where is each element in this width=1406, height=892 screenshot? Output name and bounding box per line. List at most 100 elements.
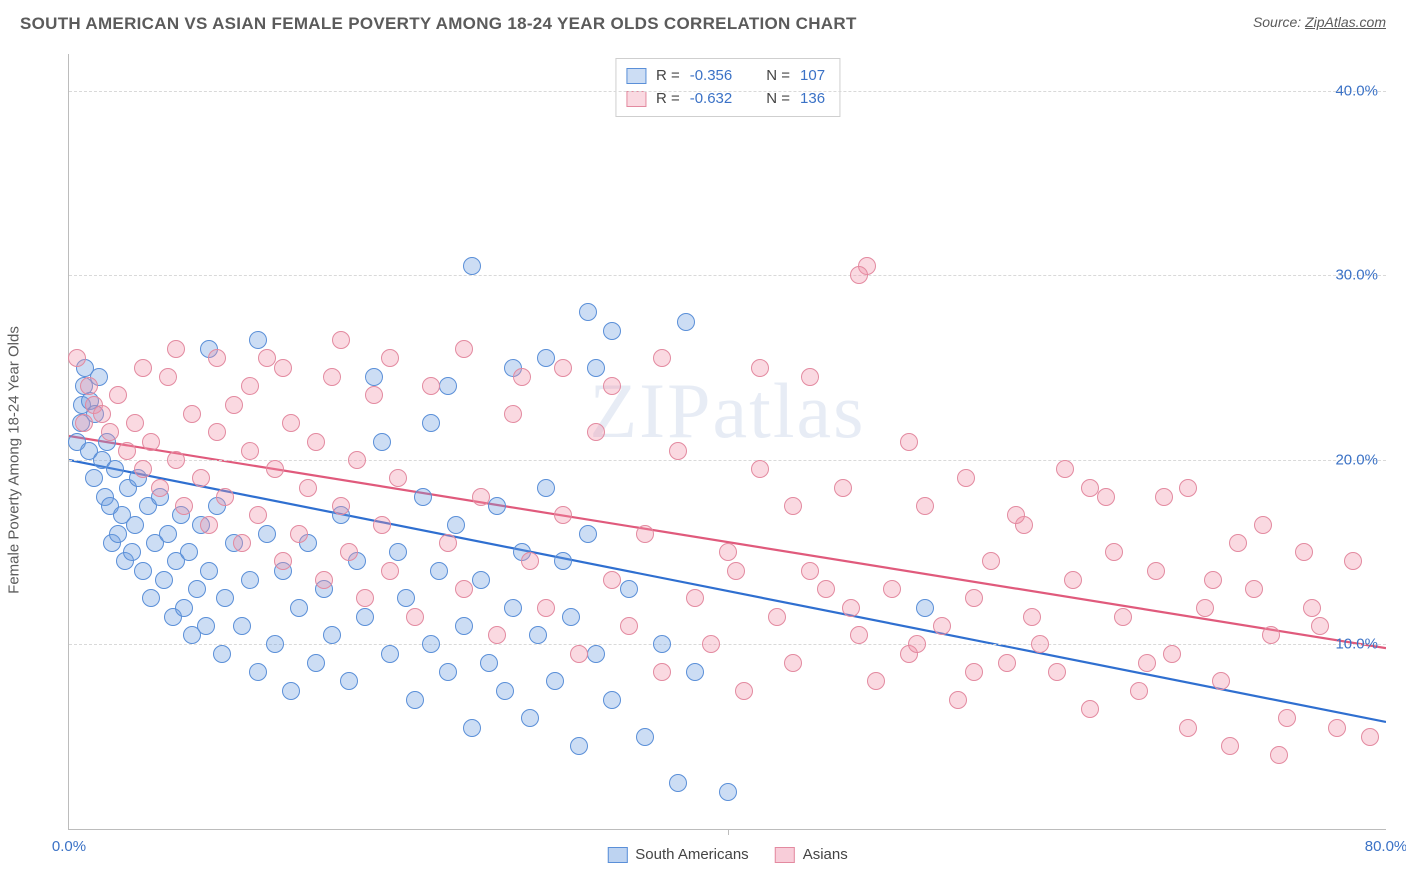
y-tick-label: 30.0% — [1335, 267, 1378, 284]
data-point — [719, 783, 737, 801]
data-point — [216, 488, 234, 506]
data-point — [151, 479, 169, 497]
data-point — [537, 599, 555, 617]
data-point — [1081, 479, 1099, 497]
data-point — [200, 516, 218, 534]
gridline — [69, 275, 1386, 276]
data-point — [587, 645, 605, 663]
source-link[interactable]: ZipAtlas.com — [1305, 14, 1386, 30]
data-point — [965, 589, 983, 607]
data-point — [356, 589, 374, 607]
data-point — [1056, 460, 1074, 478]
data-point — [208, 349, 226, 367]
data-point — [1147, 562, 1165, 580]
data-point — [1196, 599, 1214, 617]
data-point — [1105, 543, 1123, 561]
data-point — [175, 599, 193, 617]
data-point — [241, 442, 259, 460]
data-point — [200, 562, 218, 580]
data-point — [282, 414, 300, 432]
data-point — [636, 525, 654, 543]
data-point — [422, 414, 440, 432]
data-point — [155, 571, 173, 589]
x-tick-label: 0.0% — [52, 838, 86, 855]
data-point — [850, 626, 868, 644]
data-point — [1048, 663, 1066, 681]
data-point — [620, 580, 638, 598]
data-point — [126, 516, 144, 534]
stat-n-value: 107 — [800, 65, 825, 88]
data-point — [719, 543, 737, 561]
data-point — [587, 359, 605, 377]
data-point — [348, 451, 366, 469]
data-point — [192, 469, 210, 487]
data-point — [1278, 709, 1296, 727]
data-point — [340, 543, 358, 561]
data-point — [389, 469, 407, 487]
data-point — [784, 497, 802, 515]
chart-area: Female Poverty Among 18-24 Year Olds ZIP… — [20, 48, 1386, 872]
data-point — [1138, 654, 1156, 672]
data-point — [266, 635, 284, 653]
data-point — [274, 552, 292, 570]
data-point — [373, 516, 391, 534]
gridline — [69, 91, 1386, 92]
data-point — [603, 322, 621, 340]
data-point — [768, 608, 786, 626]
y-tick-label: 40.0% — [1335, 82, 1378, 99]
data-point — [356, 608, 374, 626]
legend-swatch — [775, 847, 795, 863]
stat-r-label: R = — [656, 65, 680, 88]
data-point — [1064, 571, 1082, 589]
data-point — [850, 266, 868, 284]
data-point — [216, 589, 234, 607]
data-point — [570, 645, 588, 663]
data-point — [1229, 534, 1247, 552]
data-point — [480, 654, 498, 672]
data-point — [834, 479, 852, 497]
data-point — [504, 405, 522, 423]
stat-n-label: N = — [766, 65, 790, 88]
data-point — [686, 663, 704, 681]
data-point — [900, 433, 918, 451]
data-point — [982, 552, 1000, 570]
data-point — [249, 331, 267, 349]
data-point — [68, 349, 86, 367]
data-point — [323, 626, 341, 644]
data-point — [1163, 645, 1181, 663]
chart-header: SOUTH AMERICAN VS ASIAN FEMALE POVERTY A… — [0, 0, 1406, 44]
data-point — [323, 368, 341, 386]
data-point — [109, 525, 127, 543]
data-point — [85, 469, 103, 487]
data-point — [751, 460, 769, 478]
data-point — [883, 580, 901, 598]
data-point — [197, 617, 215, 635]
data-point — [332, 331, 350, 349]
data-point — [1262, 626, 1280, 644]
data-point — [307, 654, 325, 672]
data-point — [801, 562, 819, 580]
data-point — [1221, 737, 1239, 755]
data-point — [241, 571, 259, 589]
legend-label: Asians — [803, 846, 848, 863]
data-point — [142, 433, 160, 451]
data-point — [134, 359, 152, 377]
data-point — [365, 368, 383, 386]
data-point — [562, 608, 580, 626]
data-point — [1179, 479, 1197, 497]
data-point — [529, 626, 547, 644]
data-point — [414, 488, 432, 506]
gridline — [69, 460, 1386, 461]
data-point — [75, 414, 93, 432]
data-point — [439, 377, 457, 395]
data-point — [208, 423, 226, 441]
data-point — [537, 349, 555, 367]
data-point — [134, 460, 152, 478]
data-point — [455, 340, 473, 358]
data-point — [521, 552, 539, 570]
data-point — [213, 645, 231, 663]
legend-label: South Americans — [635, 846, 748, 863]
data-point — [1328, 719, 1346, 737]
watermark: ZIPatlas — [590, 366, 866, 456]
data-point — [118, 442, 136, 460]
